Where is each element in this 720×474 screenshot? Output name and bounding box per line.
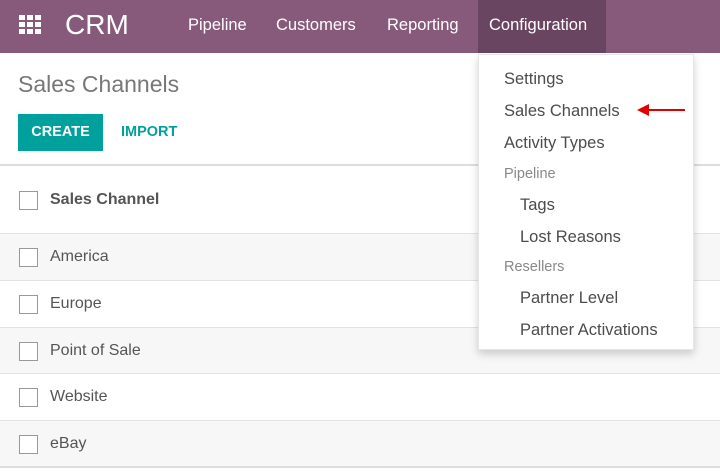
table-row[interactable]: Website [0,374,720,421]
menu-item-tags[interactable]: Tags [520,196,555,214]
menu-header-pipeline: Pipeline [504,166,556,182]
menu-header-resellers: Resellers [504,259,565,275]
create-button[interactable]: CREATE [18,114,103,151]
row-name: Point of Sale [50,342,141,359]
configuration-dropdown: Settings Sales Channels Activity Types P… [478,54,694,350]
row-name: Europe [50,295,102,312]
menu-item-partner-level[interactable]: Partner Level [520,289,619,307]
apps-grid-icon[interactable] [19,15,41,34]
red-arrow-icon [637,104,685,116]
row-name: America [50,248,109,265]
page-title: Sales Channels [18,71,180,97]
menu-item-sales-channels[interactable]: Sales Channels [504,102,620,120]
top-navbar: CRM Pipeline Customers Reporting Configu… [0,0,720,53]
row-checkbox[interactable] [19,435,38,454]
table-row[interactable]: Europe [0,281,720,328]
column-header-sales-channel[interactable]: Sales Channel [50,191,160,208]
row-checkbox[interactable] [19,342,38,361]
menu-customers[interactable]: Customers [276,16,356,34]
select-all-checkbox[interactable] [19,191,38,210]
import-button[interactable]: IMPORT [121,124,178,140]
row-name: Website [50,388,108,405]
menu-reporting[interactable]: Reporting [387,16,459,34]
row-checkbox[interactable] [19,248,38,267]
row-name: eBay [50,435,87,452]
menu-item-settings[interactable]: Settings [504,70,564,88]
menu-pipeline[interactable]: Pipeline [188,16,247,34]
menu-configuration[interactable]: Configuration [478,0,606,53]
menu-item-lost-reasons[interactable]: Lost Reasons [520,228,621,246]
row-checkbox[interactable] [19,388,38,407]
app-name: CRM [65,9,129,40]
table-row[interactable]: eBay [0,421,720,468]
menu-item-activity-types[interactable]: Activity Types [504,134,605,152]
row-checkbox[interactable] [19,295,38,314]
table-header: Sales Channel [0,164,720,234]
menu-item-partner-activations[interactable]: Partner Activations [520,321,658,339]
